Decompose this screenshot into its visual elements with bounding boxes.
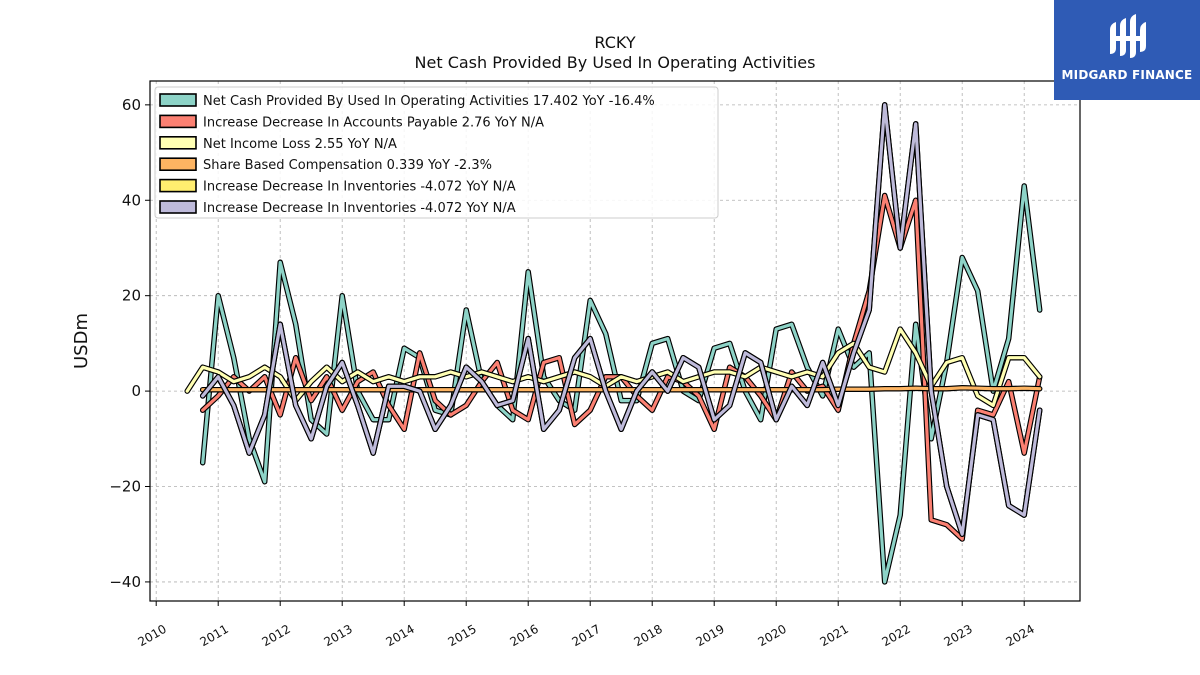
chart-subtitle: Net Cash Provided By Used In Operating A… <box>415 53 816 72</box>
y-tick-label: 20 <box>122 287 141 305</box>
x-tick-label: 2022 <box>879 622 912 649</box>
x-tick-label: 2014 <box>383 622 416 649</box>
x-tick-label: 2020 <box>755 622 788 649</box>
legend-swatch-3 <box>159 136 197 150</box>
midgard-logo-icon <box>1110 14 1146 58</box>
x-axis: 2010 2011 2012 2013 2014 2015 2016 2017 2018 2019… <box>135 601 1037 649</box>
y-tick-label: 60 <box>122 96 141 114</box>
series-lines <box>184 102 1043 585</box>
legend-swatch-5 <box>159 178 197 193</box>
legend-label-5: Increase Decrease In Inventories -4.072 … <box>203 180 516 195</box>
x-tick-label: 2017 <box>569 622 602 649</box>
brand-name: MIDGARD FINANCE <box>1061 68 1193 82</box>
x-tick-label: 2016 <box>507 622 540 649</box>
series-line-6 <box>201 103 1042 536</box>
x-tick-label: 2018 <box>631 622 664 649</box>
legend-label-3: Net Income Loss 2.55 YoY N/A <box>203 137 397 152</box>
legend-swatch-6 <box>159 200 197 214</box>
y-axis: −40 −20 0 20 40 60 <box>109 96 150 591</box>
legend-label-4: Share Based Compensation 0.339 YoY -2.3% <box>203 158 492 173</box>
legend-label-6: Increase Decrease In Inventories -4.072 … <box>203 201 516 216</box>
x-tick-label: 2019 <box>693 622 726 649</box>
plot-frame <box>149 80 1081 602</box>
series-line-1 <box>201 184 1042 584</box>
x-tick-label: 2013 <box>321 622 354 649</box>
x-tick-label: 2010 <box>135 622 168 649</box>
y-tick-label: −40 <box>109 573 141 591</box>
x-tick-label: 2023 <box>941 622 974 649</box>
x-tick-label: 2024 <box>1003 622 1036 649</box>
x-tick-label: 2011 <box>197 622 230 649</box>
x-tick-label: 2021 <box>817 622 850 649</box>
x-tick-label: 2015 <box>445 622 478 649</box>
y-tick-label: −20 <box>109 478 141 496</box>
legend-swatch-1 <box>159 93 197 107</box>
legend-swatch-2 <box>159 114 197 129</box>
y-tick-label: 0 <box>131 382 141 400</box>
x-tick-label: 2012 <box>259 622 292 649</box>
chart-title: RCKY <box>594 33 635 52</box>
series-line-4 <box>201 386 1042 392</box>
brand-logo: MIDGARD FINANCE <box>1054 0 1200 100</box>
y-tick-label: 40 <box>122 191 141 209</box>
legend-label-2: Increase Decrease In Accounts Payable 2.… <box>203 115 544 130</box>
legend-swatch-4 <box>159 157 197 171</box>
y-axis-label: USDm <box>71 313 92 369</box>
legend-label-1: Net Cash Provided By Used In Operating A… <box>203 94 655 109</box>
legend: Net Cash Provided By Used In Operating A… <box>154 86 719 219</box>
series-line-3 <box>185 327 1042 407</box>
legend-frame <box>154 86 719 219</box>
